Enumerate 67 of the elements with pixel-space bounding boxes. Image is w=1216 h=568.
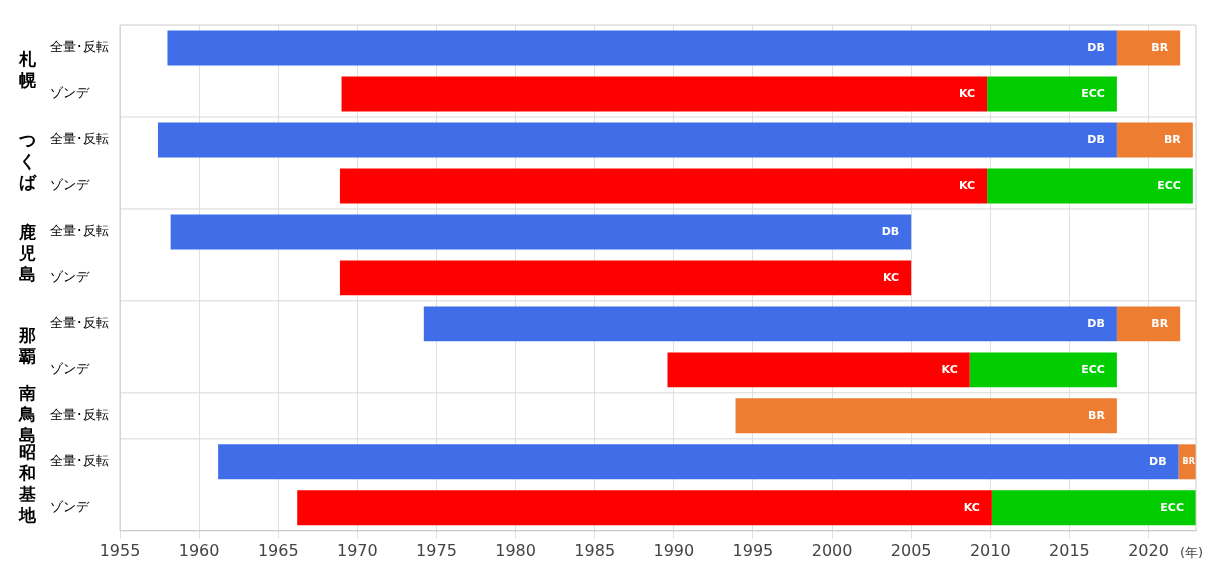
bar [991,490,1196,526]
text: DB [1149,454,1167,468]
bar [1116,306,1181,342]
series-label: KC [883,270,900,284]
text: つくば [17,130,37,193]
text: 札幌 [17,48,37,90]
y-tick-label: ゾンデ [50,361,90,377]
text: KC [941,362,958,376]
y-tick-label: ゾンデ [50,85,90,101]
text: BR [1151,316,1169,330]
bar [987,76,1117,112]
x-axis-title: (年) [1180,545,1204,561]
text: BR [1088,408,1105,422]
x-tick-label: 2015 [1049,540,1090,560]
series-label: ECC [1081,86,1105,100]
text: KC [963,500,980,514]
x-tick-label: 1960 [178,540,220,560]
bar [1116,30,1181,66]
text: DB [1087,40,1105,54]
bar [969,352,1117,388]
x-tick-label: 1970 [336,540,378,560]
bar [341,76,988,112]
y-tick-label: 全量･反転 [50,39,109,55]
bar [339,168,988,204]
text: KC [959,86,976,100]
bar [157,122,1117,158]
series-label: DB [1087,316,1105,330]
text: ECC [1160,500,1184,514]
x-tick-label: 1955 [99,540,141,560]
bar [1116,122,1193,158]
text: DB [881,224,900,238]
text: DB [1087,132,1105,146]
x-tick-label: 1990 [653,540,695,560]
x-tick-label: 1975 [416,540,457,560]
x-tick-label: 1995 [732,540,774,560]
y-tick-label: 全量･反転 [50,315,109,331]
series-label: BR [1182,456,1195,466]
text: ECC [1157,178,1181,192]
bar [167,30,1117,66]
bar [667,352,970,388]
y-tick-label: ゾンデ [50,269,90,285]
text: KC [959,178,976,192]
text: 鹿児島 [17,222,36,285]
bar [339,260,912,296]
bar [735,398,1117,434]
y-tick-label: ゾンデ [50,177,90,193]
y-tick-label: 全量･反転 [50,131,109,147]
x-tick-label: 2005 [890,540,932,560]
y-tick-label: 全量･反転 [50,407,109,423]
x-tick-label: 1980 [495,540,536,560]
x-tick-label: 1965 [257,540,299,560]
bar [297,490,992,526]
bar [218,444,1179,480]
text: BR [1151,40,1169,54]
bar [170,214,912,250]
y-tick-label: 全量･反転 [50,453,109,469]
x-tick-label: 2020 [1128,540,1169,560]
x-tick-label: 2000 [811,540,853,560]
y-tick-label: 全量･反転 [50,223,109,239]
bar [423,306,1117,342]
x-tick-label: 1985 [574,540,616,560]
text: 那覇 [17,324,36,366]
text: BR [1163,132,1181,146]
y-tick-label: ゾンデ [50,499,90,515]
text: ECC [1081,362,1105,376]
x-tick-label: 2010 [969,540,1011,560]
bar [987,168,1193,204]
